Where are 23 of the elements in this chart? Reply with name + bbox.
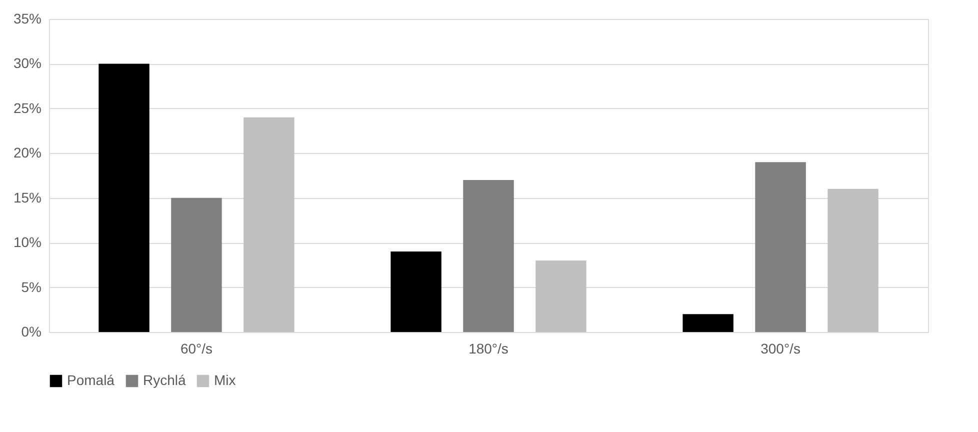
y-tick-label: 25%	[13, 100, 42, 116]
legend-label: Mix	[214, 372, 236, 388]
y-tick-label: 35%	[13, 10, 42, 26]
y-tick-label: 10%	[13, 234, 42, 250]
y-tick-label: 20%	[13, 144, 42, 161]
bar	[244, 117, 294, 332]
bar	[682, 314, 734, 332]
bar	[463, 180, 514, 332]
bar	[828, 188, 878, 332]
x-tick-label: 300°/s	[760, 340, 800, 356]
y-tick-label: 5%	[21, 278, 42, 295]
legend-label: Pomalá	[67, 372, 115, 388]
legend-label: Rychlá	[143, 372, 186, 388]
bar	[536, 260, 586, 332]
y-tick-label: 15%	[13, 189, 42, 206]
bar	[390, 252, 442, 332]
x-tick-label: 180°/s	[468, 340, 508, 356]
x-tick-label: 60°/s	[180, 340, 213, 356]
bar	[171, 198, 222, 332]
bar	[98, 64, 150, 332]
bar	[755, 162, 806, 332]
y-tick-label: 30%	[13, 55, 42, 72]
y-tick-label: 0%	[21, 324, 42, 340]
